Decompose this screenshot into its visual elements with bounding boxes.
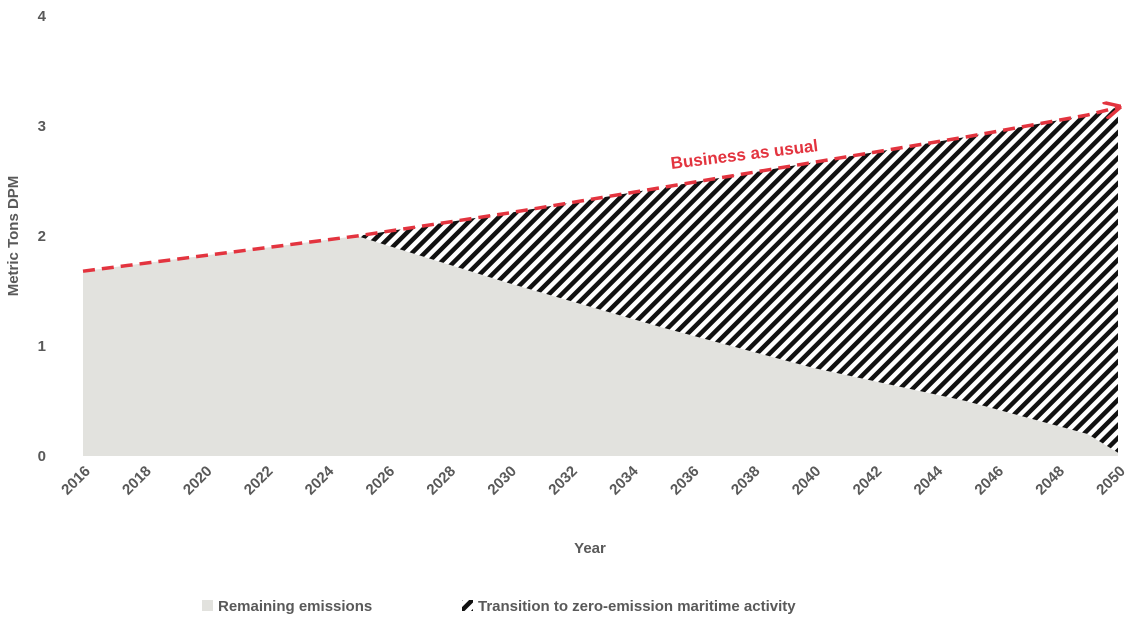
reference-line xyxy=(82,107,1118,273)
x-tick-label: 2016 xyxy=(58,463,94,499)
legend-label: Remaining emissions xyxy=(218,598,372,615)
x-tick-label: 2026 xyxy=(363,463,399,499)
x-tick-label: 2018 xyxy=(119,463,155,499)
y-axis-title: Metric Tons DPM xyxy=(5,176,22,297)
legend-swatch xyxy=(202,600,213,611)
x-tick-label: 2020 xyxy=(180,463,216,499)
y-tick-label: 2 xyxy=(38,228,46,245)
x-tick-label: 2042 xyxy=(850,463,886,499)
x-tick-label: 2040 xyxy=(789,463,825,499)
y-tick-label: 4 xyxy=(38,8,47,25)
x-tick-label: 2036 xyxy=(667,463,703,499)
x-tick-label: 2038 xyxy=(728,463,764,499)
x-tick-label: 2044 xyxy=(911,462,947,498)
y-tick-label: 3 xyxy=(38,118,46,135)
x-tick-label: 2030 xyxy=(484,463,520,499)
x-tick-label: 2046 xyxy=(971,463,1007,499)
x-tick-label: 2032 xyxy=(545,463,581,499)
area xyxy=(83,236,1118,456)
x-tick-label: 2048 xyxy=(1032,463,1068,499)
x-tick-label: 2022 xyxy=(241,463,277,499)
y-tick-label: 1 xyxy=(38,338,46,355)
x-tick-label: 2028 xyxy=(424,463,460,499)
x-tick-label: 2024 xyxy=(302,462,338,498)
x-axis-title: Year xyxy=(574,540,606,557)
y-tick-label: 0 xyxy=(38,448,46,465)
x-tick-label: 2034 xyxy=(606,462,642,498)
x-tick-label: 2050 xyxy=(1093,463,1129,499)
legend-label: Transition to zero-emission maritime act… xyxy=(478,598,796,615)
area xyxy=(83,107,1118,453)
legend-swatch xyxy=(462,600,473,611)
